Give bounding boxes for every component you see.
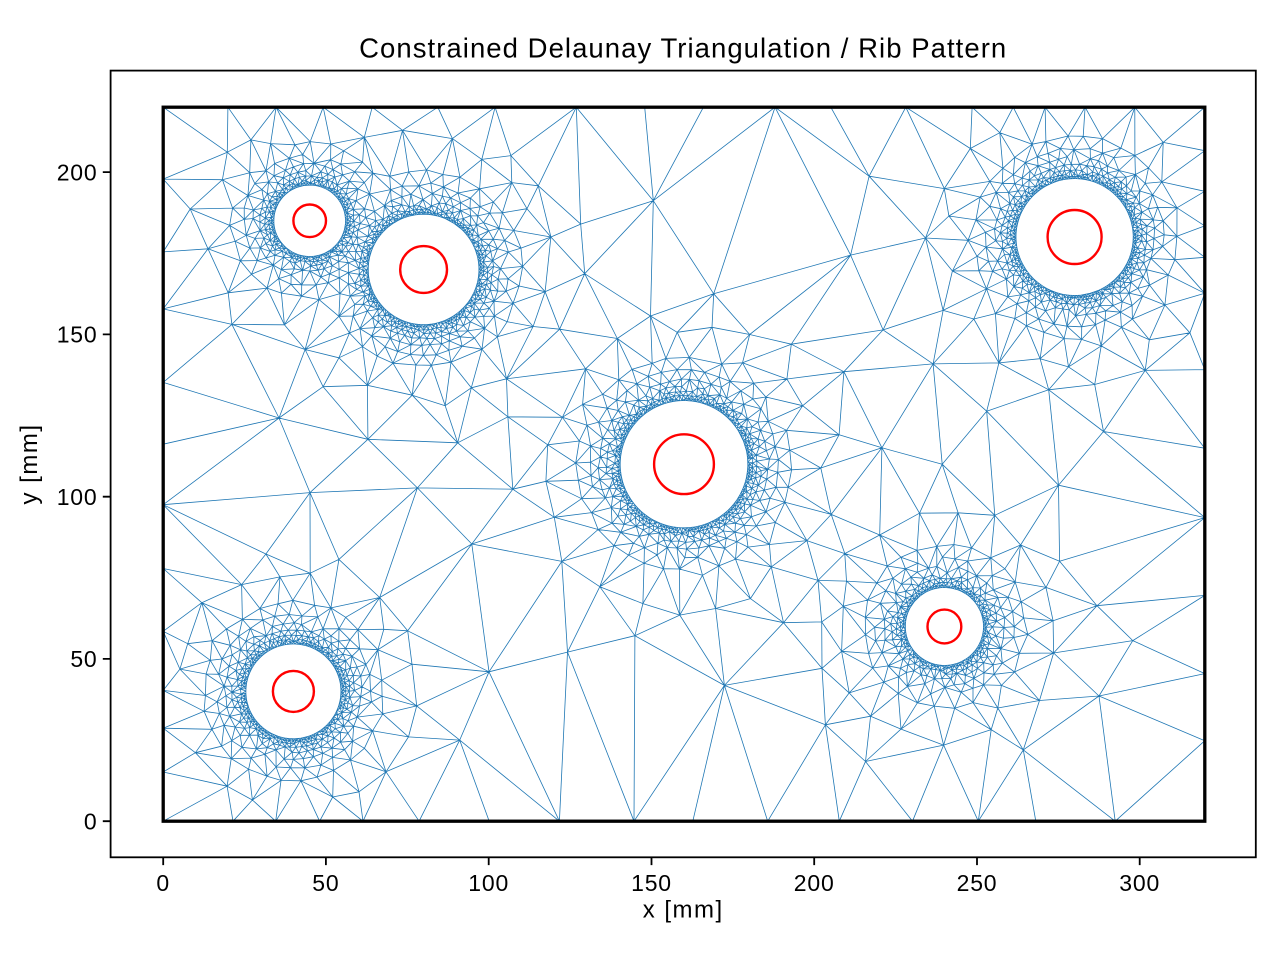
svg-text:0: 0 (84, 808, 98, 834)
svg-text:200: 200 (794, 870, 835, 896)
svg-text:200: 200 (57, 159, 98, 185)
svg-text:100: 100 (57, 484, 98, 510)
svg-text:100: 100 (468, 870, 509, 896)
svg-text:Constrained Delaunay Triangula: Constrained Delaunay Triangulation / Rib… (359, 32, 1007, 63)
svg-text:50: 50 (312, 870, 339, 896)
svg-text:150: 150 (57, 322, 98, 348)
svg-text:x [mm]: x [mm] (643, 897, 724, 924)
svg-text:y [mm]: y [mm] (16, 424, 43, 505)
svg-text:50: 50 (70, 646, 97, 672)
svg-text:150: 150 (631, 870, 672, 896)
svg-text:0: 0 (156, 870, 170, 896)
svg-text:300: 300 (1119, 870, 1160, 896)
svg-text:250: 250 (957, 870, 998, 896)
